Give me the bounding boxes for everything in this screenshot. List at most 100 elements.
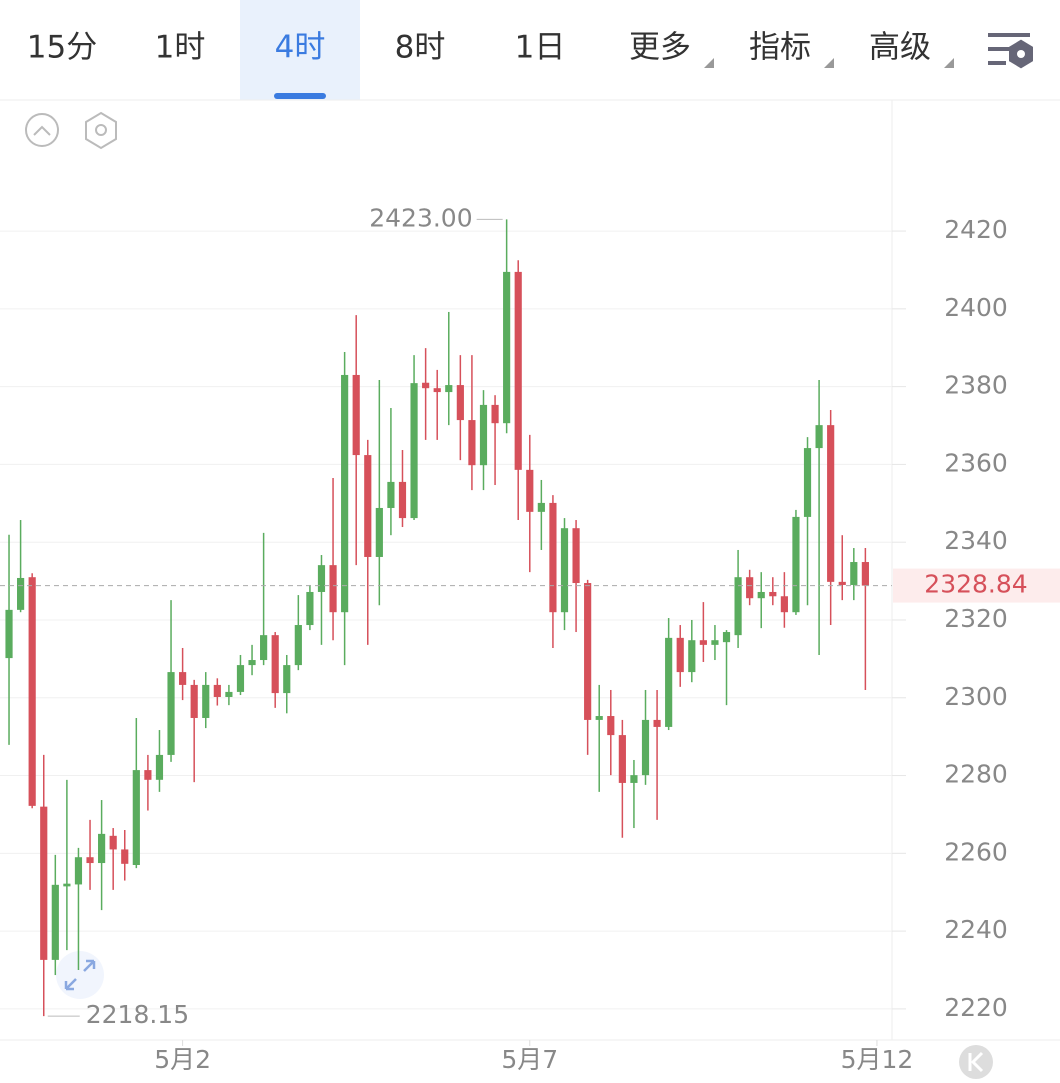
candle-body [653, 719, 661, 727]
candle-body [503, 271, 511, 424]
candle-body [445, 385, 453, 393]
active-tab-indicator [274, 93, 326, 99]
tab[interactable]: 4时 [275, 30, 326, 66]
candle-body [734, 577, 742, 636]
candle-body [803, 448, 812, 517]
y-tick-label: 2400 [944, 293, 1008, 322]
candle-body [433, 388, 441, 393]
tab[interactable]: 1日 [515, 30, 566, 66]
candle-body [225, 691, 233, 697]
chart-settings-icon[interactable] [85, 111, 117, 150]
candle-body [179, 672, 187, 685]
fullscreen-icon[interactable] [56, 951, 104, 999]
y-tick-label: 2420 [944, 215, 1008, 244]
candle-body [769, 591, 777, 597]
candle-body [341, 374, 349, 613]
candle-body [537, 502, 545, 512]
candle-body [317, 565, 326, 592]
candle-body [630, 775, 638, 783]
candle-body [121, 849, 129, 864]
candle-body [86, 857, 94, 864]
y-tick-label: 2320 [944, 604, 1008, 633]
y-tick-label: 2380 [944, 371, 1008, 400]
candle-body [792, 516, 800, 613]
candle-body [861, 562, 869, 586]
tab[interactable]: 高级 [869, 30, 931, 66]
dropdown-arrows [704, 58, 954, 68]
last-price-label: 2328.84 [924, 570, 1027, 599]
x-tick-label: 5月2 [154, 1045, 211, 1074]
candle-body [375, 507, 383, 557]
y-tick-label: 2300 [944, 682, 1008, 711]
settings-icon[interactable] [988, 33, 1033, 69]
candle-body [248, 660, 256, 666]
candle-body [74, 857, 83, 885]
candle-body [213, 684, 221, 697]
candle-body [329, 565, 337, 613]
active-tab-bg [240, 0, 360, 100]
candle-body [28, 577, 36, 806]
candle-body [584, 583, 592, 720]
x-tick-label: 5月12 [841, 1045, 914, 1074]
candle-body [491, 404, 499, 424]
candle-body [746, 577, 754, 599]
candle-body [607, 716, 615, 736]
y-tick-label: 2340 [944, 526, 1008, 555]
candle-body [422, 382, 430, 389]
candle-body [526, 469, 534, 512]
candle-body [132, 770, 140, 865]
candle-body [98, 833, 106, 864]
last-price-tag [893, 568, 1060, 603]
high-label: 2423.00 [369, 203, 472, 232]
candle-body [827, 425, 835, 582]
y-tick-label: 2240 [944, 915, 1008, 944]
candle-body [306, 591, 314, 626]
candle-body [236, 665, 245, 692]
candle-body [560, 528, 569, 613]
tab[interactable]: 指标 [749, 30, 811, 66]
candle-body [398, 481, 407, 519]
candle-body [676, 637, 684, 673]
candle-body [17, 577, 25, 610]
candle-body [51, 884, 59, 960]
candle-body [202, 684, 210, 718]
candle-body [722, 632, 731, 643]
candle-body [40, 806, 48, 960]
reset-button[interactable] [959, 1045, 993, 1079]
candle-body [665, 637, 673, 727]
tab[interactable]: 8时 [395, 30, 446, 66]
collapse-icon[interactable] [25, 113, 59, 147]
candle-body [780, 596, 788, 613]
candle-body [572, 528, 580, 584]
y-tick-label: 2280 [944, 760, 1008, 789]
candle-body [352, 374, 360, 456]
candle-body [699, 640, 707, 645]
candle-body [283, 665, 291, 694]
candle-body [190, 684, 198, 718]
candle-body [514, 271, 522, 470]
candle-body [155, 754, 164, 780]
candle-body [294, 625, 302, 666]
y-tick-label: 2360 [944, 448, 1008, 477]
tab[interactable]: 更多 [629, 30, 691, 66]
candle-body [5, 609, 13, 659]
candle-body [850, 562, 858, 585]
candle-body [479, 404, 488, 466]
y-tick-label: 2220 [944, 993, 1008, 1022]
candle-body [595, 716, 603, 720]
candle-body [167, 672, 175, 755]
low-label: 2218.15 [86, 1000, 189, 1029]
candle-body [271, 635, 279, 694]
candle-body [144, 770, 152, 780]
candle-body [838, 581, 846, 585]
tab[interactable]: 15分 [27, 30, 97, 66]
candle-body [549, 502, 557, 613]
tab[interactable]: 1时 [155, 30, 206, 66]
candle-body [468, 420, 476, 466]
candle-body [364, 455, 372, 557]
candle-body [641, 719, 650, 776]
candle-body [456, 385, 464, 421]
candle-body [410, 383, 418, 519]
y-tick-label: 2260 [944, 837, 1008, 866]
